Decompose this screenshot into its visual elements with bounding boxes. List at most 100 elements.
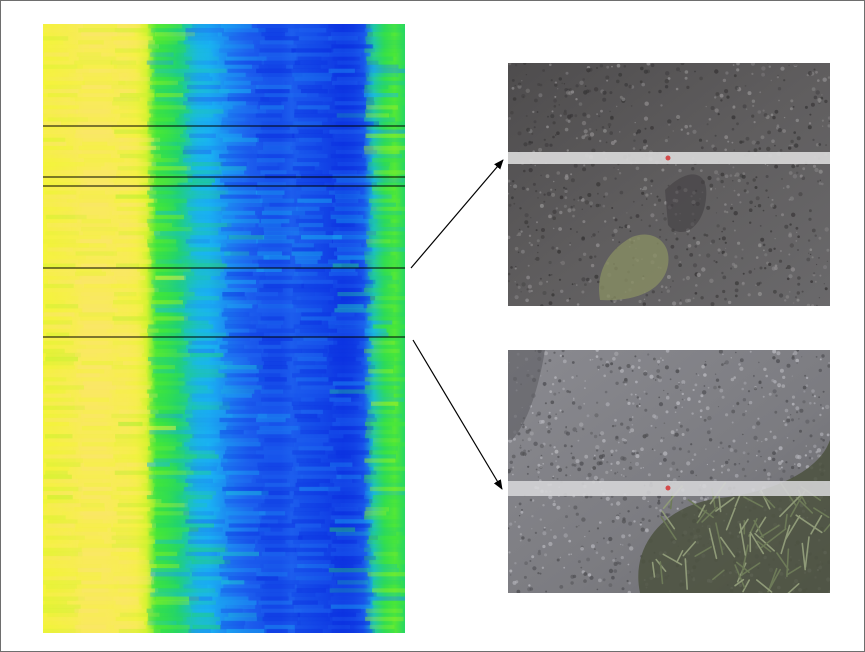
heatmap-cell	[225, 450, 267, 455]
heatmap-cell	[330, 267, 356, 272]
gravel-speck	[601, 556, 605, 560]
heatmap-cell	[78, 36, 112, 41]
heatmap-cell	[296, 190, 335, 195]
gravel-speck	[605, 75, 610, 80]
gravel-speck	[724, 203, 727, 206]
gravel-speck	[824, 227, 829, 232]
heatmap-cell	[373, 153, 402, 159]
gravel-speck	[558, 379, 562, 383]
gravel-speck	[528, 140, 532, 144]
gravel-speck	[518, 228, 521, 231]
heatmap-cell	[75, 129, 113, 134]
gravel-speck	[706, 123, 709, 126]
gravel-speck	[691, 412, 694, 415]
heatmap-cell	[117, 149, 144, 155]
gravel-speck	[757, 291, 763, 297]
heatmap-cell	[298, 117, 328, 122]
heatmap-cell	[152, 312, 183, 317]
heatmap-cell	[147, 243, 176, 248]
gravel-speck	[548, 495, 553, 500]
heatmap-cell	[150, 149, 187, 155]
heatmap-cell	[260, 316, 285, 321]
gravel-speck	[656, 195, 659, 198]
heatmap-cell	[300, 194, 334, 199]
heatmap-cell	[43, 580, 82, 585]
gravel-speck	[643, 139, 647, 144]
gravel-speck	[645, 293, 649, 297]
gravel-speck	[797, 276, 801, 280]
heatmap-cell	[43, 413, 79, 419]
heatmap-cell	[114, 28, 148, 33]
heatmap-cell	[78, 198, 115, 203]
gravel-speck	[648, 224, 652, 228]
gravel-speck	[664, 139, 669, 143]
gravel-speck	[791, 465, 795, 470]
gravel-speck	[529, 431, 534, 436]
heatmap-cell	[187, 84, 221, 90]
heatmap-cell	[335, 121, 379, 126]
heatmap-cell	[258, 340, 281, 346]
heatmap-cell	[329, 389, 370, 394]
heatmap-cell	[330, 214, 364, 220]
gravel-speck	[532, 110, 535, 114]
gravel-speck	[537, 197, 539, 199]
heatmap-cell	[296, 454, 337, 459]
heatmap-cell	[185, 324, 214, 329]
gravel-speck	[553, 535, 557, 539]
heatmap-cell	[258, 304, 294, 309]
heatmap-cell	[43, 572, 79, 577]
heatmap-cell	[45, 434, 73, 439]
gravel-speck	[788, 198, 791, 201]
gravel-speck	[678, 381, 680, 384]
gravel-speck	[703, 373, 707, 377]
heatmap-cell	[80, 438, 111, 443]
gravel-speck	[727, 140, 730, 143]
gravel-speck	[786, 363, 791, 368]
heatmap-cell	[46, 255, 86, 260]
gravel-speck	[528, 289, 532, 293]
heatmap-cell	[332, 413, 375, 419]
gravel-speck	[546, 280, 549, 283]
gravel-speck	[565, 426, 567, 429]
heatmap-cell	[367, 413, 403, 419]
heatmap-cell	[114, 584, 143, 589]
heatmap-cell	[116, 170, 139, 175]
heatmap-cell	[43, 348, 65, 354]
gravel-speck	[681, 398, 684, 401]
gravel-speck	[581, 135, 586, 140]
gravel-speck	[544, 402, 547, 405]
gravel-speck	[611, 424, 615, 428]
heatmap-cell	[228, 523, 268, 528]
gravel-speck	[786, 437, 789, 439]
heatmap-cell	[79, 202, 109, 207]
gravel-speck	[521, 509, 523, 511]
gravel-speck	[637, 359, 641, 362]
gravel-speck	[731, 421, 734, 424]
heatmap-cell	[335, 531, 373, 536]
heatmap-cell	[330, 210, 359, 216]
gravel-speck	[638, 397, 642, 400]
gravel-speck	[578, 525, 580, 527]
heatmap-cell	[154, 80, 178, 86]
gravel-speck	[639, 148, 642, 151]
heatmap-cell	[43, 568, 78, 573]
gravel-speck	[629, 571, 631, 573]
gravel-speck	[709, 278, 714, 283]
heatmap-cell	[81, 218, 111, 224]
gravel-speck	[559, 195, 564, 200]
heatmap-cell	[83, 616, 119, 622]
heatmap-cell	[227, 97, 270, 102]
gravel-speck	[660, 291, 663, 293]
gravel-speck	[559, 409, 562, 412]
heatmap-cell	[43, 608, 79, 613]
gravel-speck	[707, 386, 710, 389]
gravel-speck	[614, 418, 617, 422]
heatmap-cell	[297, 620, 334, 626]
gravel-speck	[657, 378, 663, 383]
gravel-speck	[782, 187, 785, 189]
heatmap-cell	[334, 519, 373, 524]
heatmap-cell	[47, 227, 72, 232]
gravel-speck	[811, 394, 814, 396]
heatmap-cell	[336, 287, 362, 293]
heatmap-cell	[153, 340, 193, 346]
